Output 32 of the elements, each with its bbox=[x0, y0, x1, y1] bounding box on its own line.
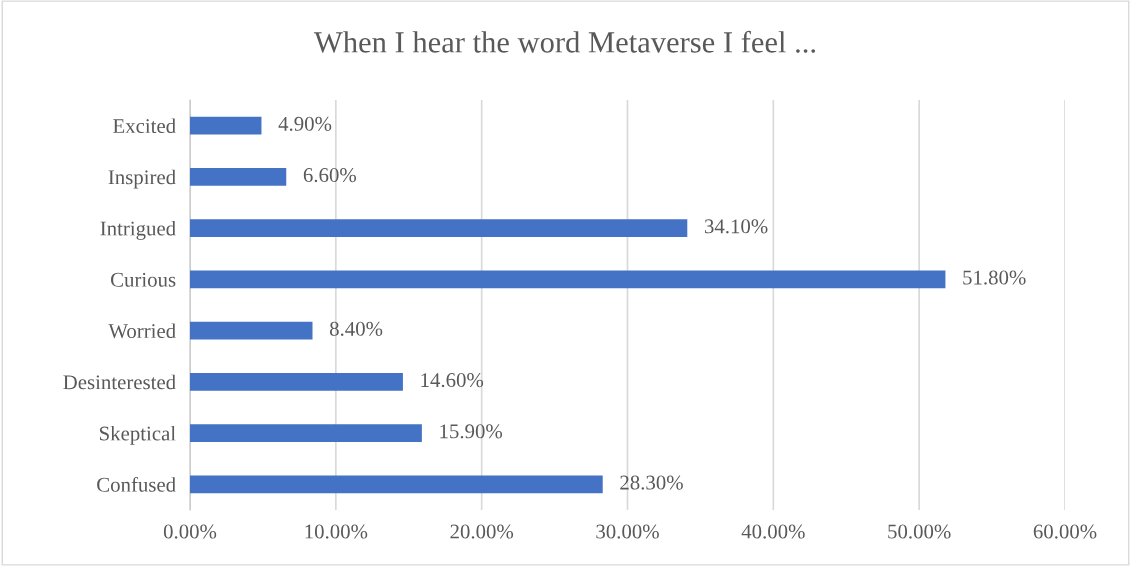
data-label: 14.60% bbox=[421, 373, 484, 388]
x-tick-label: 30.00% bbox=[596, 524, 659, 539]
bar bbox=[190, 372, 403, 391]
chart-title: When I hear the word Metaverse I feel ... bbox=[313, 30, 816, 53]
x-tick-label: 0.00% bbox=[163, 524, 217, 539]
data-label: 4.90% bbox=[278, 116, 332, 131]
bar bbox=[190, 219, 688, 238]
bar bbox=[190, 167, 287, 186]
data-label: 28.30% bbox=[620, 475, 683, 490]
y-tick-label: Skeptical bbox=[99, 425, 176, 445]
y-tick-label: Desinterested bbox=[63, 374, 176, 390]
y-tick-label: Intrigued bbox=[100, 220, 176, 240]
bar bbox=[190, 321, 313, 340]
y-tick-label: Confused bbox=[97, 476, 176, 492]
x-tick-label: 20.00% bbox=[450, 524, 514, 539]
data-label: 15.90% bbox=[440, 424, 503, 439]
data-label: 6.60% bbox=[303, 168, 357, 183]
data-label: 51.80% bbox=[963, 270, 1026, 285]
y-tick-label: Curious bbox=[110, 272, 176, 287]
x-tick-label: 10.00% bbox=[305, 524, 368, 539]
x-tick-label: 50.00% bbox=[888, 524, 951, 539]
y-tick-label: Inspired bbox=[108, 169, 176, 189]
data-label: 8.40% bbox=[329, 321, 383, 336]
y-tick-label: Excited bbox=[113, 118, 176, 134]
bar bbox=[190, 116, 262, 135]
y-tick-label: Worried bbox=[108, 323, 176, 339]
bar bbox=[190, 475, 603, 494]
data-label: 34.10% bbox=[704, 219, 768, 234]
x-tick-label: 40.00% bbox=[741, 524, 805, 539]
bar bbox=[190, 424, 422, 443]
bar bbox=[190, 270, 946, 289]
x-tick-label: 60.00% bbox=[1033, 524, 1097, 539]
